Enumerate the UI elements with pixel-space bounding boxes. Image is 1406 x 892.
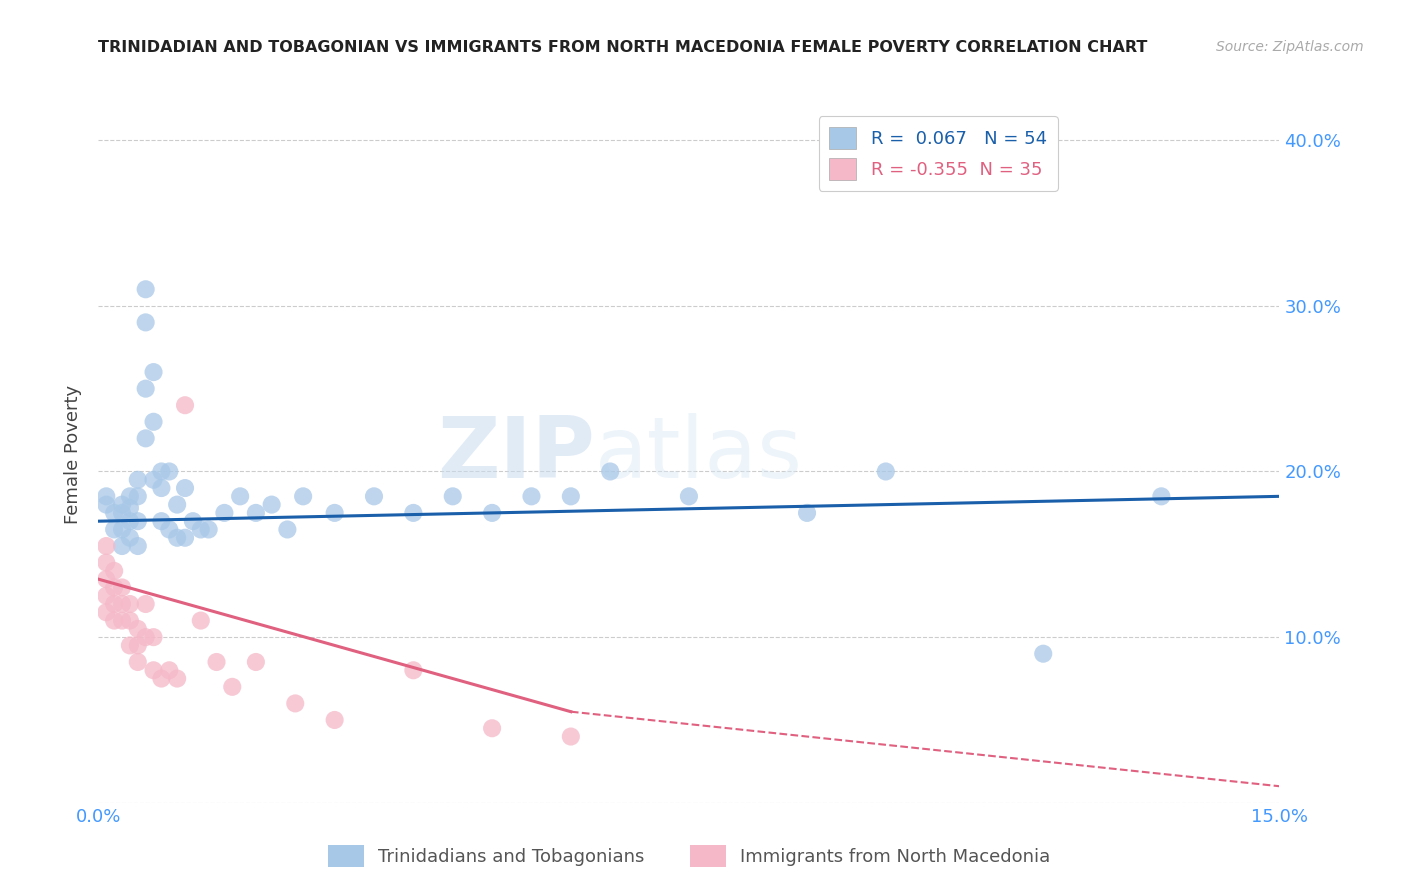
Point (441, 489, 464, 503)
Point (111, 597, 134, 611)
Point (135, 315, 157, 329)
Point (292, 489, 315, 503)
Point (135, 282, 157, 296)
Point (111, 498, 134, 512)
Point (323, 506, 346, 520)
Point (221, 680, 243, 694)
Point (157, 465, 180, 479)
Point (150, 514, 173, 528)
Point (520, 489, 543, 503)
Point (118, 489, 141, 503)
Point (174, 398, 197, 412)
Point (96, 589, 118, 603)
Point (599, 465, 621, 479)
Point (190, 523, 212, 537)
Text: Source: ZipAtlas.com: Source: ZipAtlas.com (1216, 40, 1364, 54)
Point (142, 365, 165, 379)
Point (96, 498, 118, 512)
Point (150, 481, 173, 495)
Point (118, 531, 141, 545)
Point (135, 630, 157, 644)
Point (118, 500, 141, 515)
Point (103, 581, 125, 595)
Point (96, 605, 118, 619)
Point (127, 639, 149, 653)
Point (96, 556, 118, 570)
Point (197, 523, 219, 537)
Point (118, 514, 141, 528)
Point (135, 431, 157, 445)
Point (214, 506, 236, 520)
Point (245, 655, 267, 669)
Point (1150, 489, 1173, 503)
Point (127, 473, 149, 487)
Point (323, 713, 346, 727)
Point (229, 489, 252, 503)
Point (402, 663, 425, 677)
Point (118, 597, 141, 611)
Point (150, 465, 173, 479)
Point (363, 489, 385, 503)
Point (111, 581, 134, 595)
Point (205, 655, 228, 669)
Point (284, 697, 307, 711)
Point (103, 523, 125, 537)
Point (96, 539, 118, 553)
Point (142, 415, 165, 429)
Point (111, 539, 134, 553)
Point (127, 655, 149, 669)
Point (96, 489, 118, 503)
Point (127, 539, 149, 553)
Point (260, 498, 283, 512)
Point (166, 672, 188, 686)
Point (678, 489, 700, 503)
Point (157, 663, 180, 677)
Text: atlas: atlas (595, 413, 803, 497)
Point (174, 531, 197, 545)
Point (111, 614, 134, 628)
Point (276, 523, 298, 537)
Point (1032, 647, 1054, 661)
Point (560, 489, 582, 503)
Point (118, 614, 141, 628)
Point (103, 564, 125, 578)
Point (245, 506, 267, 520)
Point (560, 730, 582, 744)
Point (103, 506, 125, 520)
Point (142, 630, 165, 644)
Point (402, 506, 425, 520)
Point (181, 514, 204, 528)
Point (103, 597, 125, 611)
Point (127, 622, 149, 636)
Point (103, 614, 125, 628)
Point (142, 473, 165, 487)
Point (166, 531, 188, 545)
Point (481, 506, 503, 520)
Point (96, 572, 118, 586)
Point (135, 597, 157, 611)
Point (111, 523, 134, 537)
Point (150, 672, 173, 686)
Point (796, 506, 818, 520)
Text: ZIP: ZIP (437, 413, 595, 497)
Text: TRINIDADIAN AND TOBAGONIAN VS IMMIGRANTS FROM NORTH MACEDONIA FEMALE POVERTY COR: TRINIDADIAN AND TOBAGONIAN VS IMMIGRANTS… (98, 40, 1147, 55)
Point (127, 514, 149, 528)
Point (142, 663, 165, 677)
Point (157, 523, 180, 537)
Point (127, 489, 149, 503)
Point (166, 498, 188, 512)
Point (190, 614, 212, 628)
Point (875, 465, 897, 479)
Point (111, 506, 134, 520)
Point (118, 639, 141, 653)
Point (481, 721, 503, 735)
Point (135, 382, 157, 396)
Y-axis label: Female Poverty: Female Poverty (65, 385, 83, 524)
Point (174, 481, 197, 495)
Legend: Trinidadians and Tobagonians, Immigrants from North Macedonia: Trinidadians and Tobagonians, Immigrants… (321, 838, 1057, 874)
